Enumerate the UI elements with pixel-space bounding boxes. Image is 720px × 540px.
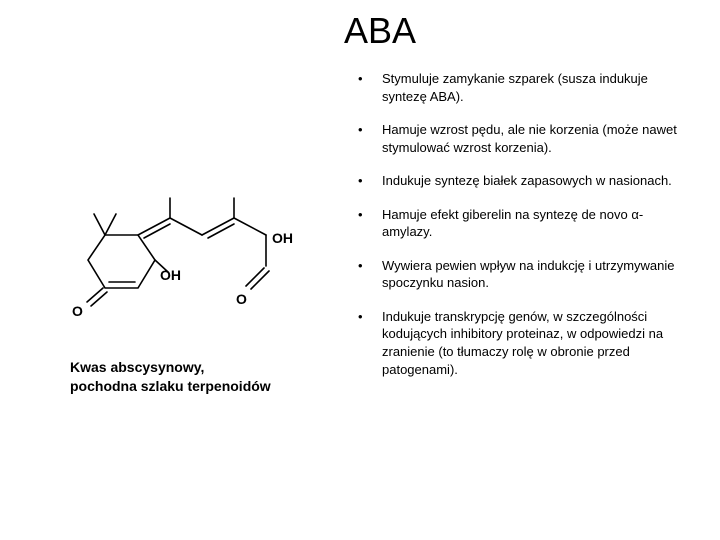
caption-line-1: Kwas abscysynowy, [70,358,340,377]
left-column: OH OH O O Kwas abscysynowy, pochodna szl… [40,70,340,396]
bullet-text: Wywiera pewien wpływ na indukcję i utrzy… [382,257,680,292]
right-column: • Stymuluje zamykanie szparek (susza ind… [358,70,680,396]
list-item: • Hamuje efekt giberelin na syntezę de n… [358,206,680,241]
label-o-carboxyl: O [236,291,247,307]
structure-caption: Kwas abscysynowy, pochodna szlaku terpen… [70,358,340,396]
list-item: • Stymuluje zamykanie szparek (susza ind… [358,70,680,105]
label-oh-chain: OH [272,230,293,246]
bullet-icon: • [358,257,382,292]
bullet-text: Stymuluje zamykanie szparek (susza induk… [382,70,680,105]
page-title: ABA [80,10,680,52]
bullet-icon: • [358,308,382,378]
list-item: • Wywiera pewien wpływ na indukcję i utr… [358,257,680,292]
caption-line-2: pochodna szlaku terpenoidów [70,377,340,396]
aba-structure-diagram: OH OH O O [60,180,320,340]
bullet-icon: • [358,121,382,156]
content-row: OH OH O O Kwas abscysynowy, pochodna szl… [40,70,680,396]
bullet-text: Hamuje efekt giberelin na syntezę de nov… [382,206,680,241]
list-item: • Indukuje syntezę białek zapasowych w n… [358,172,680,190]
bullet-icon: • [358,206,382,241]
label-oh-ring: OH [160,267,181,283]
bullet-icon: • [358,172,382,190]
bullet-list: • Stymuluje zamykanie szparek (susza ind… [358,70,680,378]
bullet-text: Indukuje syntezę białek zapasowych w nas… [382,172,680,190]
slide: ABA [0,0,720,540]
bullet-text: Hamuje wzrost pędu, ale nie korzenia (mo… [382,121,680,156]
bullet-icon: • [358,70,382,105]
bullet-text: Indukuje transkrypcję genów, w szczególn… [382,308,680,378]
list-item: • Indukuje transkrypcję genów, w szczegó… [358,308,680,378]
list-item: • Hamuje wzrost pędu, ale nie korzenia (… [358,121,680,156]
label-o-ketone: O [72,303,83,319]
